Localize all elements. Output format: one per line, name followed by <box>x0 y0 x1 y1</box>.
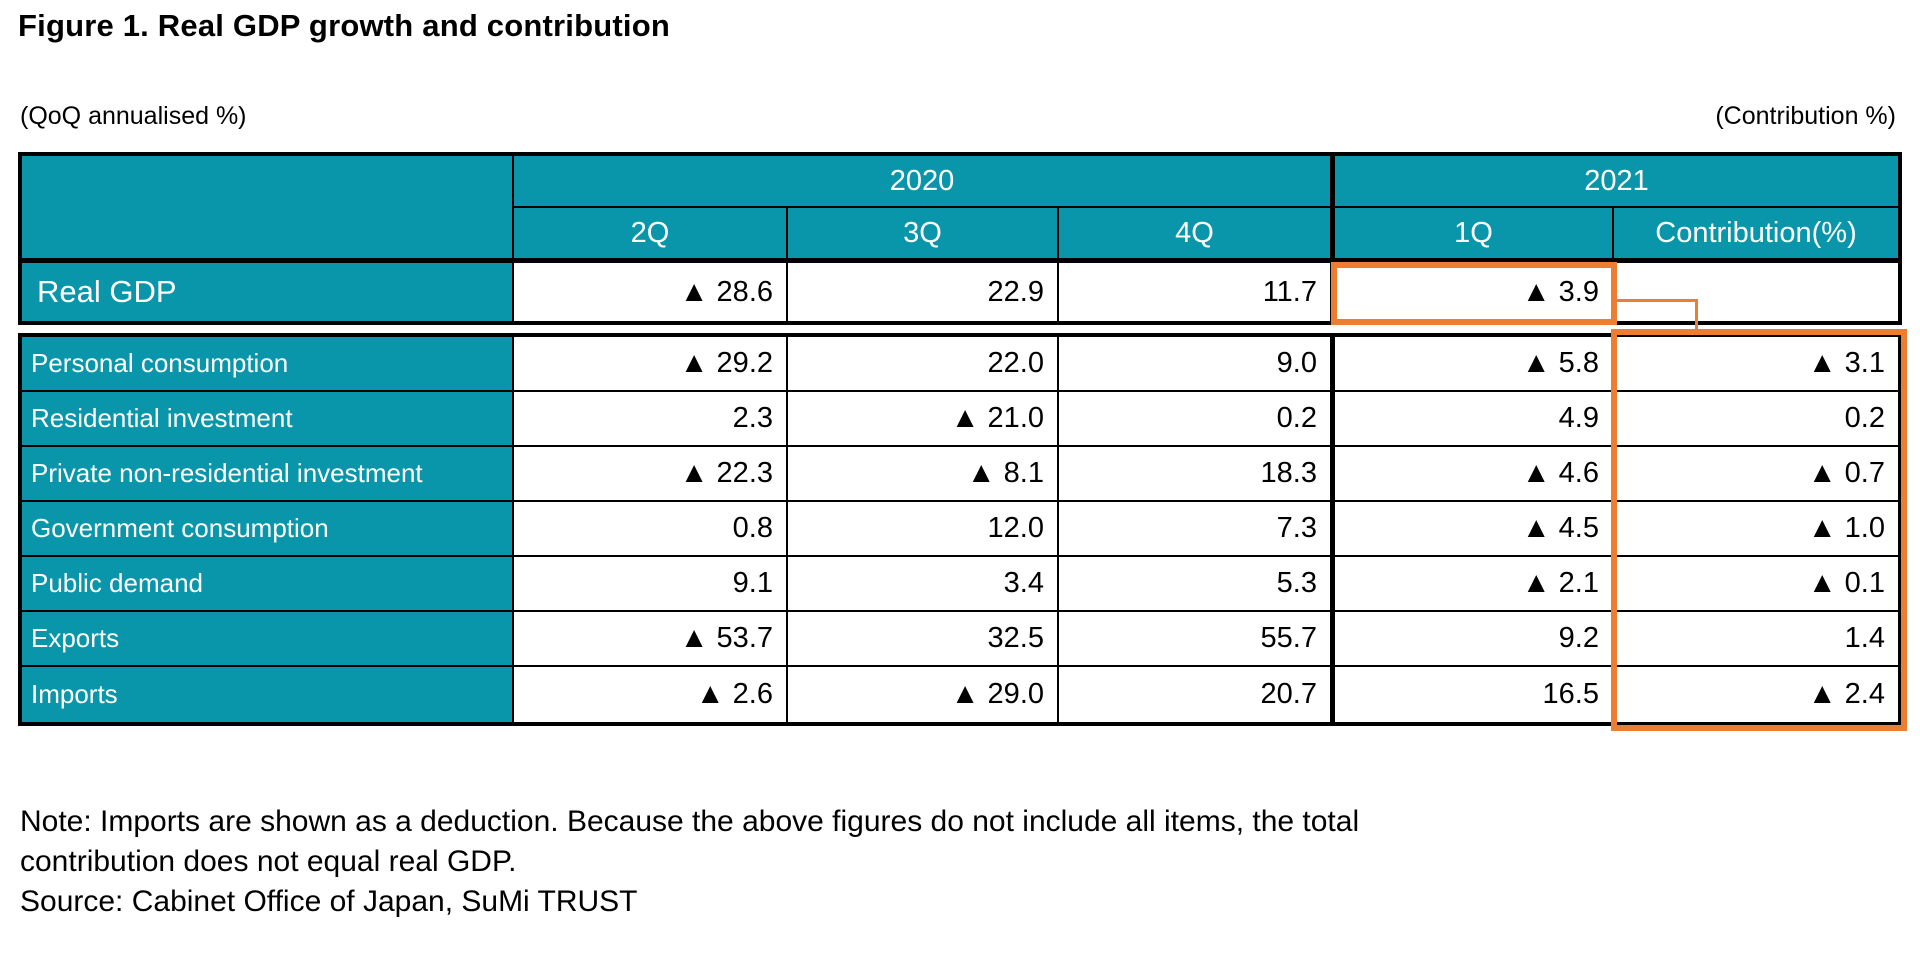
row-header-residential-investment: Residential investment <box>22 392 514 447</box>
data-cell: ▲ 5.8 <box>1335 337 1614 392</box>
real-gdp-1q-cell: ▲ 3.9 <box>1335 263 1614 321</box>
row-header-imports: Imports <box>22 667 514 722</box>
corner-header-cell <box>22 156 514 263</box>
data-cell: 16.5 <box>1335 667 1614 722</box>
column-header-contribution: Contribution(%) <box>1614 208 1898 263</box>
data-cell: 0.2 <box>1614 392 1898 447</box>
note-text-line2: contribution does not equal real GDP. <box>20 845 517 878</box>
year-header-2020: 2020 <box>514 156 1335 208</box>
data-cell: ▲ 4.6 <box>1335 447 1614 502</box>
row-header-personal-consumption: Personal consumption <box>22 337 514 392</box>
highlight-connector-vertical <box>1695 299 1698 333</box>
data-cell: ▲ 22.3 <box>514 447 788 502</box>
row-header-real-gdp: Real GDP <box>22 263 514 321</box>
data-cell: ▲ 3.1 <box>1614 337 1898 392</box>
unit-label-contribution: (Contribution %) <box>1715 102 1896 130</box>
data-cell: ▲ 1.0 <box>1614 502 1898 557</box>
gdp-table-main-block: 2020 2021 2Q 3Q 4Q 1Q Contribution(%) Re… <box>18 152 1902 325</box>
data-cell: 32.5 <box>788 612 1059 667</box>
unit-label-qoq: (QoQ annualised %) <box>20 102 247 130</box>
data-cell: 3.4 <box>788 557 1059 612</box>
figure-footnotes: Note: Imports are shown as a deduction. … <box>20 802 1359 922</box>
data-cell: ▲ 29.2 <box>514 337 788 392</box>
row-header-government-consumption: Government consumption <box>22 502 514 557</box>
data-cell: 7.3 <box>1059 502 1335 557</box>
data-cell: ▲ 53.7 <box>514 612 788 667</box>
data-cell: 22.0 <box>788 337 1059 392</box>
data-cell: 4.9 <box>1335 392 1614 447</box>
real-gdp-contribution-cell <box>1614 263 1898 321</box>
data-cell: 0.2 <box>1059 392 1335 447</box>
year-header-2021: 2021 <box>1335 156 1898 208</box>
data-cell: ▲ 29.0 <box>788 667 1059 722</box>
real-gdp-4q-cell: 11.7 <box>1059 263 1335 321</box>
data-cell: ▲ 2.4 <box>1614 667 1898 722</box>
data-cell: 2.3 <box>514 392 788 447</box>
data-cell: 12.0 <box>788 502 1059 557</box>
column-header-2q: 2Q <box>514 208 788 263</box>
gdp-components-block: Personal consumption ▲ 29.2 22.0 9.0 ▲ 5… <box>18 333 1902 726</box>
data-cell: ▲ 0.1 <box>1614 557 1898 612</box>
data-cell: 20.7 <box>1059 667 1335 722</box>
row-header-public-demand: Public demand <box>22 557 514 612</box>
data-cell: 0.8 <box>514 502 788 557</box>
data-cell: 9.0 <box>1059 337 1335 392</box>
data-cell: ▲ 2.6 <box>514 667 788 722</box>
data-cell: ▲ 21.0 <box>788 392 1059 447</box>
column-header-1q: 1Q <box>1335 208 1614 263</box>
column-header-4q: 4Q <box>1059 208 1335 263</box>
data-cell: ▲ 8.1 <box>788 447 1059 502</box>
note-text-line1: Note: Imports are shown as a deduction. … <box>20 805 1360 838</box>
data-cell: 5.3 <box>1059 557 1335 612</box>
data-cell: 9.1 <box>514 557 788 612</box>
source-text: Source: Cabinet Office of Japan, SuMi TR… <box>20 885 638 918</box>
highlight-box-contribution-column <box>1611 329 1907 731</box>
highlight-box-real-gdp-1q <box>1331 262 1617 325</box>
real-gdp-2q-cell: ▲ 28.6 <box>514 263 788 321</box>
data-cell: 55.7 <box>1059 612 1335 667</box>
data-cell: ▲ 2.1 <box>1335 557 1614 612</box>
highlight-connector-horizontal <box>1615 299 1698 302</box>
row-header-exports: Exports <box>22 612 514 667</box>
data-cell: 9.2 <box>1335 612 1614 667</box>
figure-title: Figure 1. Real GDP growth and contributi… <box>18 8 670 43</box>
real-gdp-3q-cell: 22.9 <box>788 263 1059 321</box>
data-cell: 1.4 <box>1614 612 1898 667</box>
data-cell: ▲ 0.7 <box>1614 447 1898 502</box>
data-cell: 18.3 <box>1059 447 1335 502</box>
data-cell: ▲ 4.5 <box>1335 502 1614 557</box>
column-header-3q: 3Q <box>788 208 1059 263</box>
row-header-private-non-residential-investment: Private non-residential investment <box>22 447 514 502</box>
